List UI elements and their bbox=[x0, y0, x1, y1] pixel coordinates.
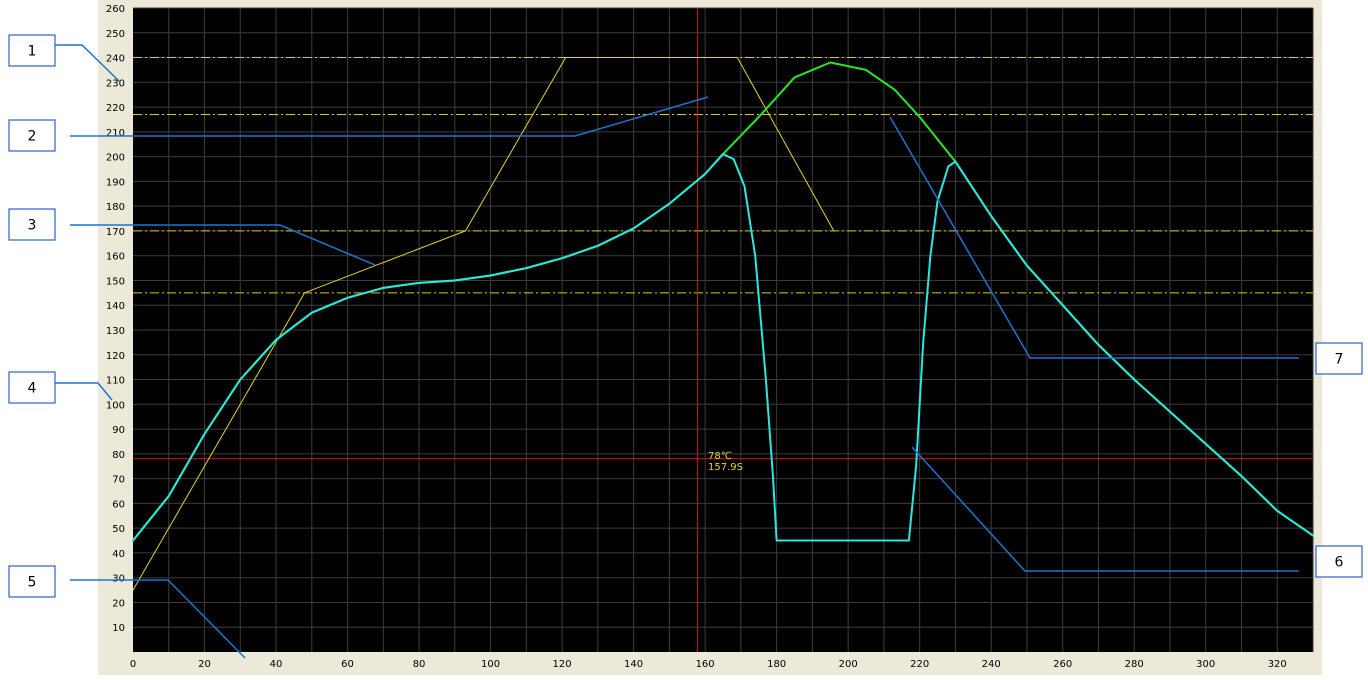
x-tick-label: 220 bbox=[910, 659, 929, 670]
cursor-temp-label: 78℃ bbox=[708, 451, 732, 462]
x-tick-label: 60 bbox=[341, 659, 354, 670]
y-tick-label: 90 bbox=[112, 425, 125, 436]
y-tick-label: 110 bbox=[106, 376, 125, 387]
callout-box-6 bbox=[1315, 545, 1363, 578]
gridlines bbox=[133, 7, 1314, 652]
y-tick-label: 230 bbox=[106, 78, 125, 89]
y-tick-label: 60 bbox=[112, 499, 125, 510]
callout-leader-4 bbox=[55, 382, 113, 401]
x-tick-label: 40 bbox=[270, 659, 283, 670]
y-tick-label: 120 bbox=[106, 351, 125, 362]
x-tick-label: 200 bbox=[839, 659, 858, 670]
x-tick-label: 100 bbox=[481, 659, 500, 670]
callout-leader-3 bbox=[70, 224, 376, 266]
callout-box-5 bbox=[8, 565, 56, 598]
x-tick-label: 240 bbox=[982, 659, 1001, 670]
y-tick-label: 30 bbox=[112, 574, 125, 585]
callout-box-2 bbox=[8, 119, 56, 152]
y-axis: 10 20 30 40 50 60 70 80 90 100 110 120 130 140 150 160 1… bbox=[106, 4, 125, 634]
callout-box-4 bbox=[8, 371, 56, 404]
y-tick-label: 240 bbox=[106, 54, 125, 65]
setpoint-profile-line bbox=[132, 57, 835, 591]
y-tick-label: 160 bbox=[106, 252, 125, 263]
x-tick-label: 0 bbox=[130, 659, 136, 670]
callout-box-7 bbox=[1315, 342, 1363, 375]
x-axis: 0 20 40 60 80 100 120 140 160 180 200 220 240 260 280 3… bbox=[130, 659, 1287, 670]
y-tick-label: 150 bbox=[106, 276, 125, 287]
y-tick-label: 190 bbox=[106, 177, 125, 188]
callout-leader-1 bbox=[55, 44, 121, 83]
x-tick-label: 140 bbox=[624, 659, 643, 670]
callouts: 1 2 3 4 5 6 7 bbox=[8, 34, 1363, 659]
callout-box-3 bbox=[8, 208, 56, 241]
y-tick-label: 170 bbox=[106, 227, 125, 238]
y-tick-label: 40 bbox=[112, 549, 125, 560]
x-tick-label: 260 bbox=[1053, 659, 1072, 670]
y-tick-label: 210 bbox=[106, 128, 125, 139]
sensor-profile-line bbox=[132, 153, 1314, 542]
y-tick-label: 70 bbox=[112, 475, 125, 486]
x-tick-label: 180 bbox=[767, 659, 786, 670]
y-tick-label: 140 bbox=[106, 301, 125, 312]
callout-label-7: 7 bbox=[1335, 352, 1344, 368]
x-tick-label: 20 bbox=[198, 659, 211, 670]
y-tick-label: 10 bbox=[112, 623, 125, 634]
x-tick-label: 320 bbox=[1268, 659, 1287, 670]
callout-box-1 bbox=[8, 34, 56, 67]
y-tick-label: 200 bbox=[106, 153, 125, 164]
y-tick-label: 50 bbox=[112, 524, 125, 535]
cursor-time-label: 157.9S bbox=[708, 462, 743, 473]
x-tick-label: 300 bbox=[1196, 659, 1215, 670]
x-tick-label: 280 bbox=[1125, 659, 1144, 670]
callout-label-2: 2 bbox=[28, 129, 37, 145]
callout-label-5: 5 bbox=[28, 575, 37, 591]
y-tick-label: 130 bbox=[106, 326, 125, 337]
y-tick-label: 250 bbox=[106, 29, 125, 40]
callout-leader-6 bbox=[911, 446, 1299, 572]
callout-label-1: 1 bbox=[28, 44, 37, 60]
callout-label-3: 3 bbox=[28, 218, 37, 234]
callout-leader-7 bbox=[889, 116, 1299, 359]
y-tick-label: 80 bbox=[112, 450, 125, 461]
x-tick-label: 120 bbox=[553, 659, 572, 670]
x-tick-label: 160 bbox=[696, 659, 715, 670]
y-tick-label: 100 bbox=[106, 400, 125, 411]
callout-label-6: 6 bbox=[1335, 555, 1344, 571]
y-tick-label: 220 bbox=[106, 103, 125, 114]
callout-leader-5 bbox=[70, 579, 246, 659]
callout-label-4: 4 bbox=[28, 381, 37, 397]
y-tick-label: 260 bbox=[106, 4, 125, 15]
y-tick-label: 20 bbox=[112, 598, 125, 609]
x-tick-label: 80 bbox=[413, 659, 426, 670]
y-tick-label: 180 bbox=[106, 202, 125, 213]
callout-leader-2 bbox=[70, 96, 709, 137]
